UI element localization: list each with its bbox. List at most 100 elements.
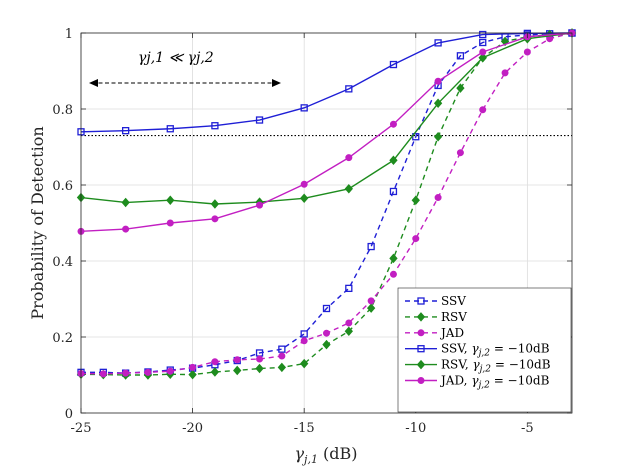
data-point	[256, 355, 264, 363]
data-point	[434, 39, 442, 47]
data-point	[210, 199, 220, 209]
legend-label-subscript: j,2	[477, 349, 491, 359]
series-line	[81, 32, 573, 374]
data-point	[389, 270, 397, 278]
data-point	[278, 345, 286, 353]
legend-label: SSV, γj,2 = −10dB	[441, 342, 550, 359]
data-point	[300, 104, 308, 112]
data-point	[211, 122, 219, 130]
annotation: γj,1 ≪ γj,2	[89, 50, 281, 87]
legend-label-symbol: γ	[471, 374, 479, 388]
data-point	[479, 30, 487, 39]
data-point	[99, 370, 107, 378]
legend-entry: SSV	[405, 294, 466, 308]
data-point	[389, 120, 397, 128]
legend-label: JAD	[439, 326, 464, 340]
data-point	[345, 154, 353, 162]
y-tick-label: 1	[65, 27, 73, 42]
data-point	[479, 106, 487, 114]
legend-label-prefix: SSV,	[441, 342, 471, 356]
data-point	[189, 363, 197, 371]
legend-marker	[417, 297, 425, 305]
legend-entry: RSV	[405, 310, 467, 324]
annotation-text: γj,1 ≪ γj,2	[138, 50, 214, 66]
y-tick-label: 0.4	[52, 255, 73, 270]
data-point	[300, 337, 308, 345]
data-point	[479, 48, 487, 56]
data-point	[501, 69, 509, 77]
x-axis-label-symbol: γ	[294, 444, 304, 463]
series-line	[80, 32, 573, 233]
data-point	[389, 60, 398, 69]
data-point	[345, 284, 353, 293]
data-point	[434, 77, 442, 85]
data-point	[166, 219, 174, 227]
legend-entry: JAD	[405, 326, 464, 340]
data-point	[433, 131, 443, 142]
data-point	[367, 242, 375, 251]
data-point	[322, 304, 331, 313]
data-point	[322, 339, 331, 350]
data-point	[211, 358, 219, 366]
x-axis-label-unit: (dB)	[318, 444, 358, 463]
data-point	[277, 362, 287, 373]
series-line	[80, 32, 573, 133]
legend-marker	[416, 359, 426, 370]
legend-label: SSV	[441, 294, 466, 308]
data-point	[122, 225, 130, 233]
data-point	[345, 319, 353, 327]
data-point	[255, 363, 264, 374]
legend-label: JAD, γj,2 = −10dB	[439, 374, 550, 391]
legend-marker	[417, 345, 425, 353]
x-axis-label: γj,1 (dB)	[294, 444, 357, 466]
legend-label: RSV	[441, 310, 467, 324]
data-point	[345, 85, 353, 93]
annotation-arrow-right	[272, 79, 281, 87]
x-tick-label: -15	[294, 421, 315, 436]
legend-label-subscript: j,2	[476, 381, 490, 391]
data-point	[166, 367, 174, 375]
data-point	[366, 303, 376, 313]
axes-box	[80, 32, 573, 414]
legend-label: RSV, γj,2 = −10dB	[441, 358, 551, 375]
legend-marker	[417, 329, 425, 337]
data-point	[478, 52, 487, 63]
data-point	[166, 195, 175, 205]
legend-entry: JAD, γj,2 = −10dB	[405, 374, 550, 391]
legend-label-suffix: = −10dB	[490, 342, 550, 356]
data-point	[121, 197, 130, 208]
series-layer	[76, 28, 577, 380]
y-tick-label: 0.8	[52, 103, 73, 118]
legend-entry: RSV, γj,2 = −10dB	[405, 358, 551, 375]
data-point	[300, 180, 308, 188]
x-tick-label: -25	[71, 421, 92, 436]
legend-marker	[416, 312, 426, 322]
legend-label-symbol: γ	[471, 342, 479, 356]
data-point	[411, 195, 420, 205]
data-point	[456, 52, 465, 60]
data-point	[344, 184, 353, 194]
data-point	[344, 326, 353, 337]
data-point	[121, 127, 130, 135]
data-point	[166, 125, 174, 133]
data-point	[255, 116, 264, 124]
data-point	[389, 187, 398, 196]
series-jad	[77, 29, 576, 378]
data-point	[323, 329, 330, 337]
legend-label-symbol: γ	[472, 358, 480, 372]
data-point	[300, 358, 309, 369]
data-point	[367, 297, 375, 305]
legend-label-suffix: = −10dB	[491, 358, 551, 372]
data-point	[233, 356, 241, 364]
data-point	[389, 253, 398, 264]
x-axis-label-subscript: j,1	[301, 453, 318, 466]
data-point	[256, 201, 264, 209]
annotation-arrow-left	[89, 79, 98, 87]
legend-entry: SSV, γj,2 = −10dB	[405, 342, 550, 359]
legend-label-prefix: RSV,	[441, 358, 472, 372]
data-point	[389, 155, 398, 166]
data-point	[122, 369, 130, 377]
data-point	[523, 48, 531, 56]
x-tick-label: -5	[521, 421, 534, 436]
